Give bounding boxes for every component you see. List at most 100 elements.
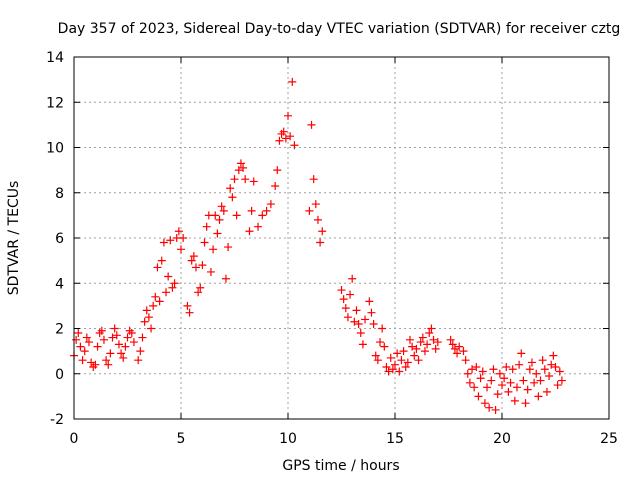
data-point [191, 263, 200, 272]
data-point [378, 324, 387, 333]
data-point [517, 349, 526, 358]
data-point [369, 319, 378, 328]
data-point [279, 127, 288, 136]
data-point [365, 297, 374, 306]
data-point [386, 353, 395, 362]
data-point [493, 390, 502, 399]
y-tick-label: 0 [55, 367, 64, 383]
data-point [121, 342, 130, 351]
y-tick-label: 8 [55, 186, 64, 202]
chart-title: Day 357 of 2023, Sidereal Day-to-day VTE… [58, 21, 621, 37]
data-point [414, 356, 423, 365]
y-tick-label: 12 [46, 95, 64, 111]
data-point [140, 317, 149, 326]
data-point [288, 77, 297, 86]
y-tick-label: 10 [46, 141, 64, 157]
data-point [76, 342, 85, 351]
data-point [136, 347, 145, 356]
data-point [487, 376, 496, 385]
data-point [450, 344, 459, 353]
data-point [423, 340, 432, 349]
data-point [491, 405, 500, 414]
data-point [249, 177, 258, 186]
x-tick-label: 15 [386, 431, 404, 447]
data-point [318, 227, 327, 236]
y-tick-label: 2 [55, 322, 64, 338]
data-point [117, 349, 126, 358]
data-point [213, 229, 222, 238]
data-point [284, 111, 292, 120]
x-tick-label: 25 [600, 431, 618, 447]
x-tick-label: 20 [493, 431, 511, 447]
x-axis-label: GPS time / hours [282, 458, 399, 474]
data-point [164, 272, 173, 281]
data-point [134, 356, 143, 365]
x-tick-label: 5 [177, 431, 186, 447]
data-point [179, 234, 188, 242]
data-point [162, 288, 171, 297]
data-point [401, 362, 410, 371]
data-point [102, 356, 111, 365]
data-point [84, 338, 93, 347]
data-point [545, 372, 554, 381]
data-point [354, 319, 363, 328]
data-point [459, 347, 468, 356]
data-point [206, 267, 215, 276]
data-point [110, 324, 119, 333]
data-point [358, 340, 367, 349]
data-point [189, 252, 198, 261]
data-point [399, 347, 408, 356]
data-point [144, 313, 153, 322]
data-point [472, 362, 481, 371]
y-tick-label: 14 [46, 50, 64, 66]
data-point [209, 245, 218, 254]
data-point [427, 324, 436, 333]
data-point [343, 313, 352, 322]
data-point [166, 236, 175, 245]
data-point [236, 159, 245, 168]
data-point [498, 381, 506, 390]
data-point [142, 306, 151, 315]
data-point [72, 335, 81, 344]
data-point [311, 200, 320, 209]
data-point [337, 286, 346, 295]
data-point [373, 356, 382, 365]
data-point [123, 333, 132, 342]
data-point [247, 206, 256, 215]
data-point [286, 132, 295, 141]
data-point [211, 211, 220, 220]
data-point [510, 396, 519, 405]
x-tick-label: 10 [279, 431, 297, 447]
data-point [239, 163, 248, 172]
data-point [153, 263, 162, 272]
data-point [483, 383, 492, 392]
data-point [170, 279, 179, 288]
data-point [108, 333, 117, 342]
data-point [177, 245, 185, 254]
data-point [463, 369, 472, 378]
data-point [219, 206, 228, 215]
data-point [495, 369, 504, 378]
data-point [307, 120, 316, 129]
data-point [316, 238, 325, 247]
data-point [93, 342, 102, 351]
data-point [470, 383, 479, 392]
data-point [549, 351, 558, 360]
data-point [380, 342, 389, 351]
data-point [149, 301, 158, 310]
data-point [266, 200, 275, 209]
data-point [395, 367, 404, 376]
data-point [433, 338, 442, 347]
data-point [403, 358, 412, 367]
data-point [245, 227, 254, 236]
data-point [547, 360, 556, 369]
data-point [352, 306, 361, 315]
data-point [538, 356, 547, 365]
data-point [356, 329, 365, 338]
data-point [393, 349, 402, 358]
y-tick-label: -2 [50, 412, 64, 428]
data-point [446, 335, 455, 344]
data-point [388, 365, 397, 374]
data-point [159, 238, 168, 247]
y-tick-label: 6 [55, 231, 64, 247]
